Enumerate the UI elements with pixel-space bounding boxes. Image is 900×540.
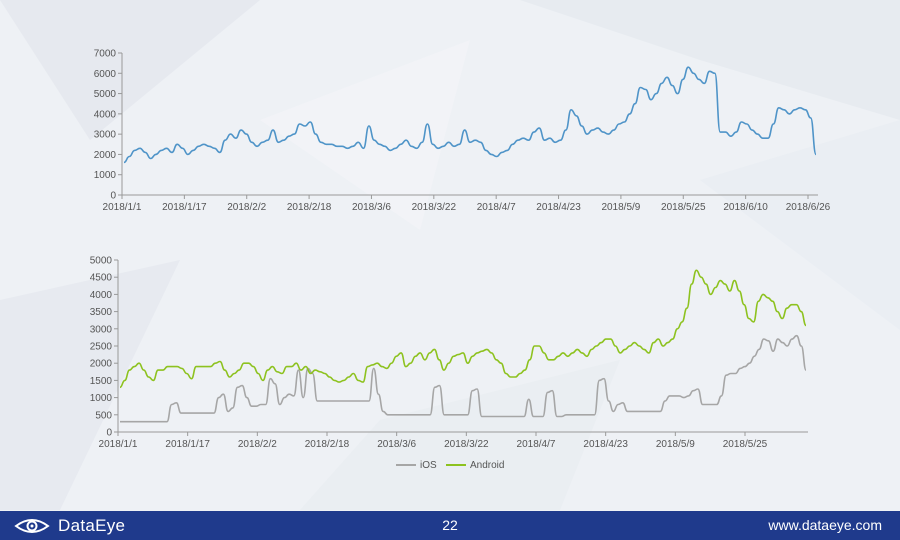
x-tick-label: 2018/3/22 — [412, 202, 457, 213]
x-tick-label: 2018/4/7 — [477, 202, 516, 213]
y-tick-label: 5000 — [90, 256, 113, 267]
bottom-chart-axes — [114, 259, 808, 436]
eye-logo-icon — [14, 519, 50, 533]
page-number: 22 — [442, 517, 458, 533]
bottom-y-tick-labels: 0 500 1000 1500 2000 2500 3000 3500 4000 4500 5000 — [90, 256, 113, 439]
x-tick-label: 2018/2/18 — [287, 202, 332, 213]
top-chart-axes — [118, 52, 818, 199]
x-tick-label: 2018/4/23 — [583, 439, 628, 450]
legend-android-label: Android — [470, 460, 504, 471]
footer-bar: DataEye 22 www.dataeye.com — [0, 511, 900, 540]
y-tick-label: 4500 — [90, 273, 113, 284]
top-y-tick-labels: 0 1000 2000 3000 4000 5000 6000 7000 — [94, 49, 117, 202]
y-tick-label: 1000 — [94, 170, 117, 181]
android-series-line — [119, 269, 807, 389]
y-tick-label: 4000 — [94, 109, 117, 120]
ios-series-line — [120, 334, 807, 423]
y-tick-label: 0 — [110, 191, 116, 202]
x-tick-label: 2018/3/6 — [352, 202, 391, 213]
x-tick-label: 2018/5/25 — [661, 202, 706, 213]
y-tick-label: 500 — [95, 410, 112, 421]
x-tick-label: 2018/1/1 — [99, 439, 138, 450]
legend-ios-label: iOS — [420, 460, 437, 471]
x-tick-label: 2018/5/9 — [656, 439, 695, 450]
y-tick-label: 3000 — [94, 130, 117, 141]
y-tick-label: 6000 — [94, 69, 117, 80]
x-tick-label: 2018/4/7 — [517, 439, 556, 450]
y-tick-label: 4000 — [90, 290, 113, 301]
website-link[interactable]: www.dataeye.com — [768, 517, 882, 533]
x-tick-label: 2018/6/10 — [723, 202, 768, 213]
x-tick-label: 2018/1/1 — [103, 202, 142, 213]
x-tick-label: 2018/2/2 — [227, 202, 266, 213]
bottom-line-chart: 0 500 1000 1500 2000 2500 3000 3500 4000 4500 5000… — [90, 256, 808, 471]
x-tick-label: 2018/1/17 — [165, 439, 210, 450]
x-tick-label: 2018/5/9 — [601, 202, 640, 213]
y-tick-label: 5000 — [94, 89, 117, 100]
y-tick-label: 2500 — [90, 342, 113, 353]
chart-legend: iOS Android — [396, 460, 504, 471]
top-series-line — [123, 66, 817, 164]
top-x-tick-labels: 2018/1/1 2018/1/17 2018/2/2 2018/2/18 2018/3… — [103, 202, 831, 213]
x-tick-label: 2018/4/23 — [536, 202, 581, 213]
y-tick-label: 0 — [106, 428, 112, 439]
dataeye-logo: DataEye — [14, 515, 125, 537]
x-tick-label: 2018/3/22 — [444, 439, 489, 450]
y-tick-label: 1500 — [90, 376, 113, 387]
y-tick-label: 3000 — [90, 324, 113, 335]
x-tick-label: 2018/2/2 — [238, 439, 277, 450]
x-tick-label: 2018/5/25 — [723, 439, 768, 450]
y-tick-label: 2000 — [94, 150, 117, 161]
logo-text: DataEye — [58, 516, 126, 535]
x-tick-label: 2018/3/6 — [377, 439, 416, 450]
x-tick-label: 2018/1/17 — [162, 202, 207, 213]
x-tick-label: 2018/6/26 — [786, 202, 831, 213]
bottom-x-tick-labels: 2018/1/1 2018/1/17 2018/2/2 2018/2/18 2018/3… — [99, 439, 768, 450]
y-tick-label: 2000 — [90, 359, 113, 370]
y-tick-label: 7000 — [94, 49, 117, 60]
x-tick-label: 2018/2/18 — [305, 439, 350, 450]
y-tick-label: 3500 — [90, 307, 113, 318]
y-tick-label: 1000 — [90, 393, 113, 404]
